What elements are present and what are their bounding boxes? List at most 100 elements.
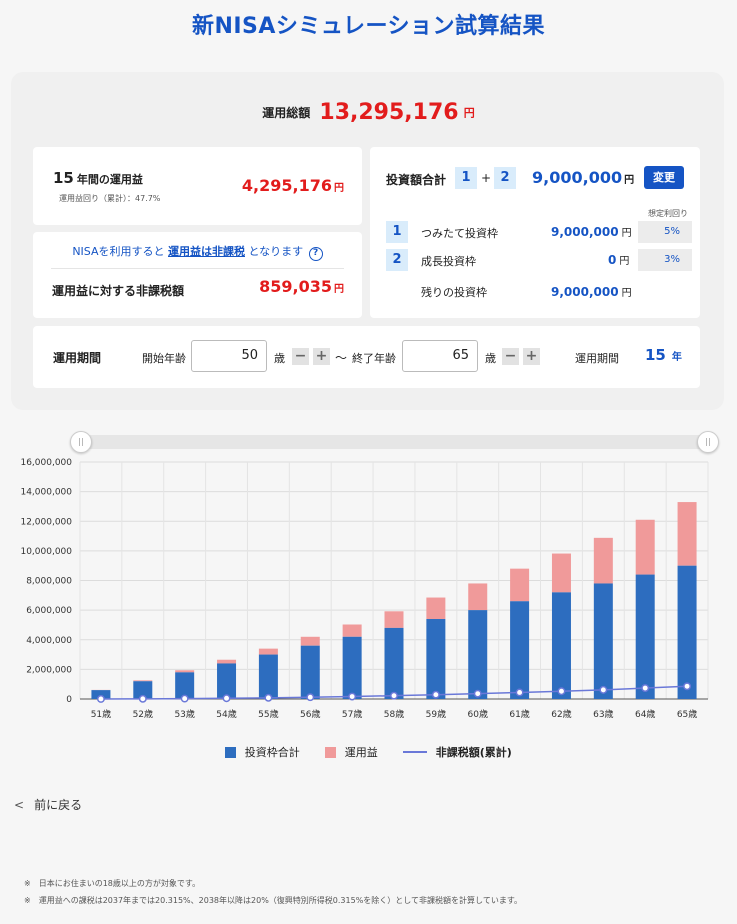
x-tick-label: 56歳 [300, 708, 320, 720]
period-label: 運用期間 [53, 351, 102, 365]
investment-value: 9,000,000 [532, 168, 623, 187]
period-card [33, 326, 700, 388]
x-tick-label: 51歳 [91, 708, 111, 720]
bar-profit [384, 611, 404, 628]
profit-card: 15 年間の運用益 運用益回り（累計）：47.7% 4,295,176 円 [33, 147, 362, 225]
point-taxfree [390, 691, 398, 700]
x-tick-label: 61歳 [509, 708, 529, 720]
bar-investment [677, 565, 697, 699]
back-link[interactable]: < 前に戻る [14, 796, 82, 813]
y-tick-label: 2,000,000 [26, 665, 72, 675]
end-age-input[interactable]: 65 [402, 340, 478, 372]
page-title: 新NISAシミュレーション試算結果 [191, 14, 546, 39]
divider [51, 268, 344, 269]
point-taxfree [306, 693, 315, 702]
bar-profit [677, 502, 697, 566]
y-tick-label: 16,000,000 [20, 458, 72, 468]
point-taxfree [180, 694, 189, 703]
simulation-chart: 0 2,000,000 4,000,000 6,000,000 8,000,000 10,… [20, 458, 709, 720]
legend-swatch-profit [325, 746, 337, 758]
bar-investment [91, 690, 111, 699]
box-2: 2 [494, 167, 516, 189]
profit-years: 15 [53, 169, 74, 187]
end-minus-button[interactable]: − [502, 348, 519, 365]
x-tick-label: 58歳 [384, 708, 404, 720]
bar-investment [175, 672, 195, 699]
range-slider-start-handle[interactable]: || [70, 431, 92, 453]
tilde: ～ [335, 351, 348, 365]
point-taxfree [683, 682, 692, 691]
y-tick-label: 14,000,000 [20, 488, 72, 498]
note-2: ※ 運用益への課税は2037年までは20.315%、2038年以降は20%（復興… [24, 896, 523, 905]
bar-profit [468, 583, 488, 611]
point-taxfree [557, 687, 566, 696]
row2-unit: 円 [619, 256, 630, 267]
tax-note-suffix: となります [248, 245, 304, 258]
bar-profit [258, 648, 278, 655]
tax-unit: 円 [334, 284, 344, 295]
tax-value: 859,035 [259, 277, 332, 296]
legend-label-taxfree: 非課税額(累計) [435, 746, 512, 759]
point-taxfree [599, 685, 608, 694]
row1-num: 1 [386, 221, 408, 243]
point-taxfree [641, 684, 650, 692]
bar-investment [635, 574, 655, 699]
range-slider-end-handle[interactable]: || [697, 431, 719, 453]
profit-years-label: 年間の運用益 [76, 173, 143, 186]
point-taxfree [431, 690, 440, 699]
tax-free-link[interactable]: 運用益は非課税 [168, 245, 245, 258]
range-slider-track[interactable] [76, 435, 710, 449]
change-button[interactable]: 変更 [644, 166, 684, 189]
bar-investment [217, 663, 237, 699]
bar-profit [133, 680, 153, 682]
start-age-label: 開始年齢 [142, 352, 186, 365]
end-plus-button[interactable]: + [523, 348, 540, 365]
bar-investment [468, 610, 488, 699]
x-tick-label: 53歳 [174, 708, 194, 720]
row2-value: 0 [608, 253, 617, 267]
start-minus-button[interactable]: − [292, 348, 309, 365]
start-plus-button[interactable]: + [313, 348, 330, 365]
point-taxfree [264, 693, 273, 702]
total-unit: 円 [463, 106, 475, 120]
x-tick-label: 57歳 [342, 708, 362, 720]
chart-legend: 投資枠合計 運用益 非課税額(累計) [0, 744, 737, 760]
total-value: 13,295,176 [319, 100, 459, 125]
chevron-left-icon: < [14, 798, 25, 812]
profit-value: 4,295,176 [241, 176, 332, 195]
bar-profit [342, 624, 362, 637]
y-tick-label: 0 [66, 695, 72, 705]
period-length-label: 運用期間 [575, 352, 619, 365]
bar-investment [510, 601, 530, 699]
bar-profit [175, 670, 195, 673]
row3-value: 9,000,000 [551, 285, 619, 299]
x-tick-label: 54歳 [216, 708, 236, 720]
y-tick-label: 4,000,000 [26, 636, 72, 646]
end-age-unit: 歳 [485, 352, 496, 365]
legend-label-profit: 運用益 [344, 746, 378, 759]
bar-investment [593, 583, 613, 699]
row1-unit: 円 [621, 228, 632, 239]
row3-label: 残りの投資枠 [421, 286, 487, 299]
bar-investment [551, 592, 571, 699]
bar-investment [342, 636, 362, 699]
point-taxfree [473, 689, 482, 698]
bar-investment [426, 619, 446, 699]
legend-label-investment: 投資枠合計 [244, 746, 300, 759]
x-tick-label: 60歳 [468, 708, 488, 720]
row2-rate: 3% [638, 249, 692, 271]
tax-card: NISAを利用すると 運用益は非課税 となります ? 運用益に対する非課税額 8… [33, 232, 362, 318]
bar-profit [593, 537, 613, 584]
help-icon[interactable]: ? [308, 247, 323, 261]
y-tick-label: 10,000,000 [20, 547, 72, 557]
x-tick-label: 65歳 [677, 708, 697, 720]
box-1: 1 [455, 167, 477, 189]
x-tick-label: 64歳 [635, 708, 655, 720]
bar-profit [300, 636, 320, 646]
investment-unit: 円 [624, 175, 635, 186]
total-amount: 運用総額 13,295,176 円 [0, 100, 737, 125]
start-age-input[interactable]: 50 [191, 340, 267, 372]
bar-investment [300, 645, 320, 699]
plus-sign: + [481, 171, 492, 185]
point-taxfree [222, 694, 231, 703]
